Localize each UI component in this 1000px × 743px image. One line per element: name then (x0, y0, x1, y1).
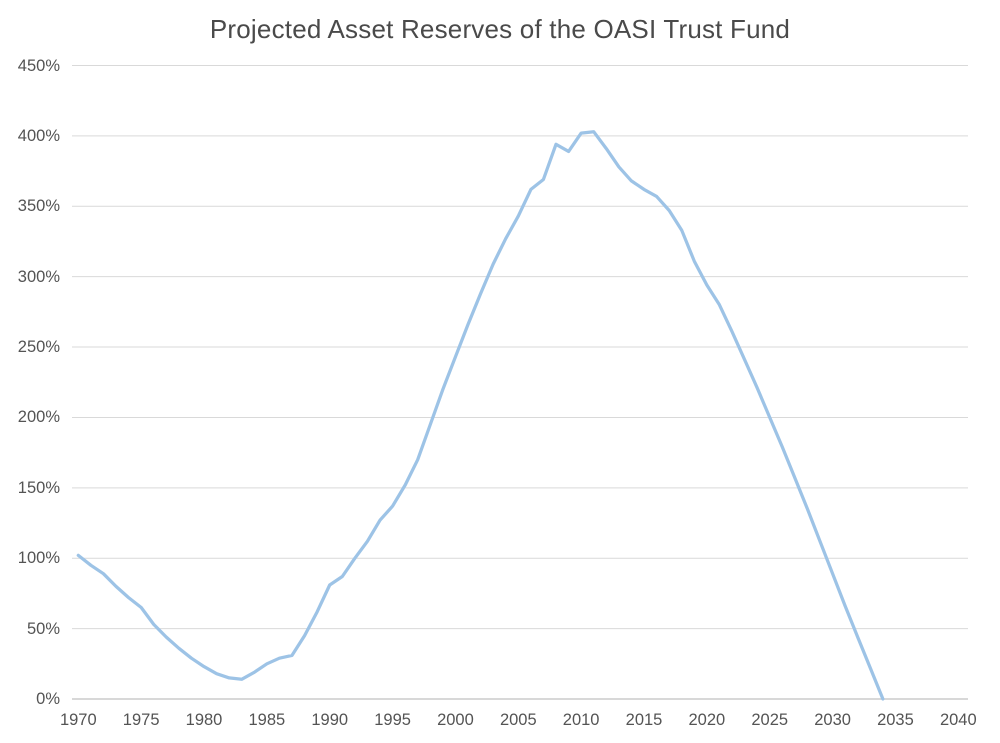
data-line-oasi-reserves (76, 130, 885, 701)
chart-title: Projected Asset Reserves of the OASI Tru… (209, 14, 791, 44)
